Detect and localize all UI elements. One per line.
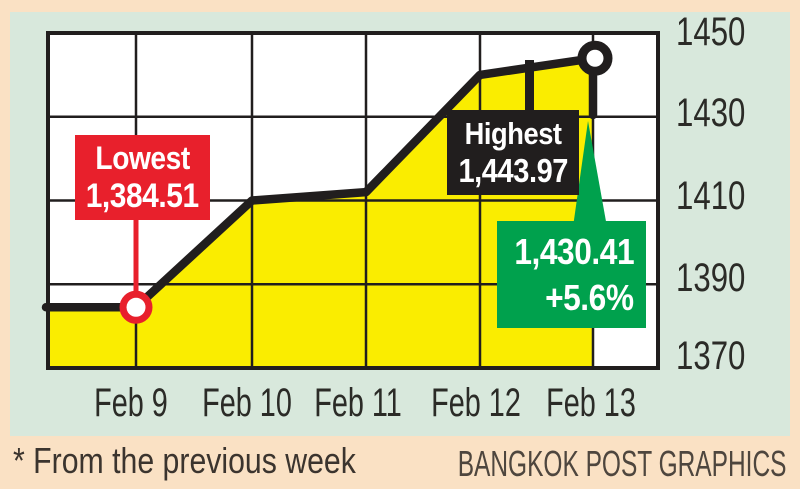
y-axis-tick: 1390 [676,256,765,300]
source-credit: BANGKOK POST GRAPHICS [457,443,786,484]
y-tick-label: 1410 [676,174,746,218]
y-axis-tick: 1430 [676,91,765,135]
lowest-callout-label: Lowest [95,140,190,176]
close-callout: 1,430.41 +5.6% [497,221,646,328]
highest-marker-ring [577,40,613,76]
highest-connector [525,60,534,113]
y-tick-label: 1370 [676,334,746,378]
x-tick-label: Feb 9 [94,381,168,425]
highest-callout: Highest 1,443.97 [447,110,579,195]
x-axis-label: Feb 12 [414,381,539,425]
y-tick-label: 1430 [676,91,746,135]
y-axis-tick: 1370 [676,334,765,378]
x-tick-label: Feb 11 [314,381,402,425]
x-tick-label: Feb 13 [546,381,636,425]
x-axis-label: Feb 13 [529,381,654,425]
lowest-callout: Lowest 1,384.51 [75,135,210,220]
close-callout-change: +5.6% [545,277,634,318]
x-axis-label: Feb 10 [185,381,310,425]
y-axis-tick: 1450 [676,10,765,54]
y-tick-label: 1390 [676,256,746,300]
highest-callout-value: 1,443.97 [458,152,568,189]
y-axis-tick: 1410 [676,174,765,218]
highest-callout-label: Highest [464,116,562,151]
plot-border [46,31,660,370]
x-tick-label: Feb 12 [431,381,521,425]
lowest-marker-ring [119,290,153,324]
x-axis-label: Feb 9 [80,381,182,425]
lowest-callout-value: 1,384.51 [86,177,199,215]
x-tick-label: Feb 10 [202,381,292,425]
footnote: * From the previous week [13,440,356,481]
x-axis-label: Feb 11 [297,381,419,425]
close-callout-value: 1,430.41 [514,231,634,272]
close-callout-pointer [573,121,607,227]
y-tick-label: 1450 [676,10,746,54]
